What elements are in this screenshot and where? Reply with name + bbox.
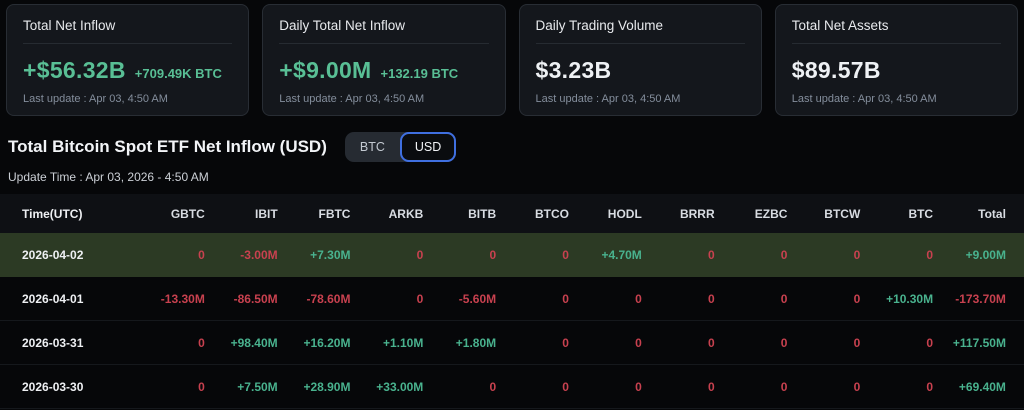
toggle-btc-button[interactable]: BTC [345, 132, 400, 162]
card-sub-value: +132.19 BTC [380, 66, 459, 81]
column-header-gbtc: GBTC [170, 206, 205, 221]
table-cell: +117.50M [952, 335, 1006, 350]
table-cell: 0 [562, 379, 569, 394]
currency-toggle: BTC USD [344, 132, 457, 162]
table-cell: 0 [780, 247, 788, 262]
table-cell: +7.50M [237, 379, 278, 394]
card-title: Total Net Assets [791, 18, 1001, 44]
table-cell: 0 [780, 335, 788, 350]
table-cell: 0 [926, 379, 934, 394]
table-cell: 0 [635, 379, 642, 394]
table-cell: +33.00M [376, 379, 424, 394]
table-cell: 0 [635, 335, 642, 350]
table-cell: -78.60M [306, 291, 351, 306]
card-total-net-assets: Total Net Assets $89.57B Last update : A… [774, 4, 1018, 116]
table-cell: 0 [198, 247, 205, 262]
column-header-arkb: ARKB [388, 206, 424, 221]
card-last-update: Last update : Apr 03, 4:50 AM [23, 93, 168, 105]
table-cell: +7.30M [310, 247, 351, 262]
table-cell: -173.70M [955, 291, 1006, 306]
card-daily-total-net-inflow: Daily Total Net Inflow +$9.00M +132.19 B… [262, 4, 506, 116]
table-cell: 0 [926, 247, 934, 262]
table-cell: +1.80M [455, 335, 497, 350]
column-header-btcw: BTCW [824, 206, 861, 221]
table-cell: 0 [780, 291, 788, 306]
table-cell: 0 [707, 247, 715, 262]
column-header-bitb: BITB [468, 206, 497, 221]
table-row: 2026-03-30 0 +7.50M +28.90M +33.00M 0 0 0 0 0 0 0 +6… [0, 365, 1024, 409]
column-header-ibit: IBIT [254, 206, 278, 221]
column-header-ezbc: EZBC [754, 206, 788, 221]
update-time: Update Time : Apr 03, 2026 - 4:50 AM [8, 170, 209, 184]
column-header-hodl: HODL [607, 206, 642, 221]
table-cell: +9.00M [965, 247, 1006, 262]
table-cell: 0 [416, 247, 424, 262]
toggle-usd-button[interactable]: USD [399, 132, 457, 162]
column-header-total: Total [978, 206, 1006, 221]
row-date: 2026-03-30 [22, 379, 84, 394]
column-header-btco: BTCO [534, 206, 569, 221]
table-cell: +16.20M [303, 335, 351, 350]
card-value: $89.57B [791, 57, 881, 83]
table-cell: 0 [562, 247, 569, 262]
column-header-time-utc-: Time(UTC) [22, 206, 83, 221]
table-cell: +10.30M [886, 291, 934, 306]
table-cell: 0 [707, 379, 715, 394]
table-cell: -13.30M [160, 291, 205, 306]
card-title: Total Net Inflow [23, 18, 233, 44]
card-title: Daily Trading Volume [535, 18, 745, 44]
table-row: 2026-04-01 -13.30M -86.50M -78.60M 0 -5.60M 0 0… [0, 277, 1024, 321]
table-cell: +4.70M [601, 247, 642, 262]
table-cell: 0 [853, 379, 861, 394]
table-cell: -5.60M [458, 291, 497, 306]
table-cell: -3.00M [240, 247, 278, 262]
row-date: 2026-04-02 [22, 247, 84, 262]
column-header-btc: BTC [908, 206, 934, 221]
table-cell: +1.10M [382, 335, 424, 350]
card-total-net-inflow: Total Net Inflow +$56.32B +709.49K BTC L… [6, 4, 250, 116]
table-header-row: Time(UTC) GBTC IBIT FBTC ARKB BITB BTCO HODL BRR… [0, 194, 1024, 233]
table-cell: -86.50M [233, 291, 278, 306]
table-cell: 0 [780, 379, 788, 394]
table-cell: 0 [707, 291, 715, 306]
section-header: Total Bitcoin Spot ETF Net Inflow (USD) … [0, 120, 1024, 162]
column-header-brrr: BRRR [679, 206, 715, 221]
table-cell: 0 [198, 335, 205, 350]
table-cell: 0 [198, 379, 205, 394]
card-value: +$9.00M [279, 57, 372, 83]
table-cell: 0 [926, 335, 934, 350]
table-cell: 0 [853, 335, 861, 350]
table-cell: +28.90M [303, 379, 351, 394]
card-value: $3.23B [535, 57, 612, 83]
table-cell: +69.40M [958, 379, 1006, 394]
table-cell: 0 [853, 247, 861, 262]
table-cell: +98.40M [230, 335, 278, 350]
card-value: +$56.32B [23, 57, 126, 83]
row-date: 2026-04-01 [22, 291, 84, 306]
table-cell: 0 [489, 247, 497, 262]
table-cell: 0 [416, 291, 424, 306]
table-row: 2026-03-31 0 +98.40M +16.20M +1.10M +1.80M 0 0 0… [0, 321, 1024, 365]
card-daily-trading-volume: Daily Trading Volume $3.23B Last update … [518, 4, 762, 116]
card-title: Daily Total Net Inflow [279, 18, 489, 44]
table-row: 2026-04-02 0 -3.00M +7.30M 0 0 0 +4.70M 0 0 0 0 +9.0… [0, 233, 1024, 277]
card-last-update: Last update : Apr 03, 4:50 AM [535, 93, 681, 105]
card-last-update: Last update : Apr 03, 4:50 AM [791, 93, 937, 105]
row-date: 2026-03-31 [22, 335, 84, 350]
table-cell: 0 [562, 335, 569, 350]
card-sub-value: +709.49K BTC [134, 66, 222, 81]
table-cell: 0 [853, 291, 861, 306]
table-cell: 0 [707, 335, 715, 350]
card-last-update: Last update : Apr 03, 4:50 AM [279, 93, 425, 105]
page-title: Total Bitcoin Spot ETF Net Inflow (USD) [8, 137, 327, 156]
table-body: 2026-04-02 0 -3.00M +7.30M 0 0 0 +4.70M 0 0 0 0 +9.0… [0, 233, 1024, 409]
table-cell: 0 [562, 291, 569, 306]
etf-inflow-table: Time(UTC) GBTC IBIT FBTC ARKB BITB BTCO HODL BRR… [0, 194, 1024, 409]
table-cell: 0 [489, 379, 497, 394]
table-cell: 0 [635, 291, 642, 306]
stat-cards: Total Net Inflow +$56.32B +709.49K BTC L… [0, 0, 1024, 120]
column-header-fbtc: FBTC [318, 206, 351, 221]
